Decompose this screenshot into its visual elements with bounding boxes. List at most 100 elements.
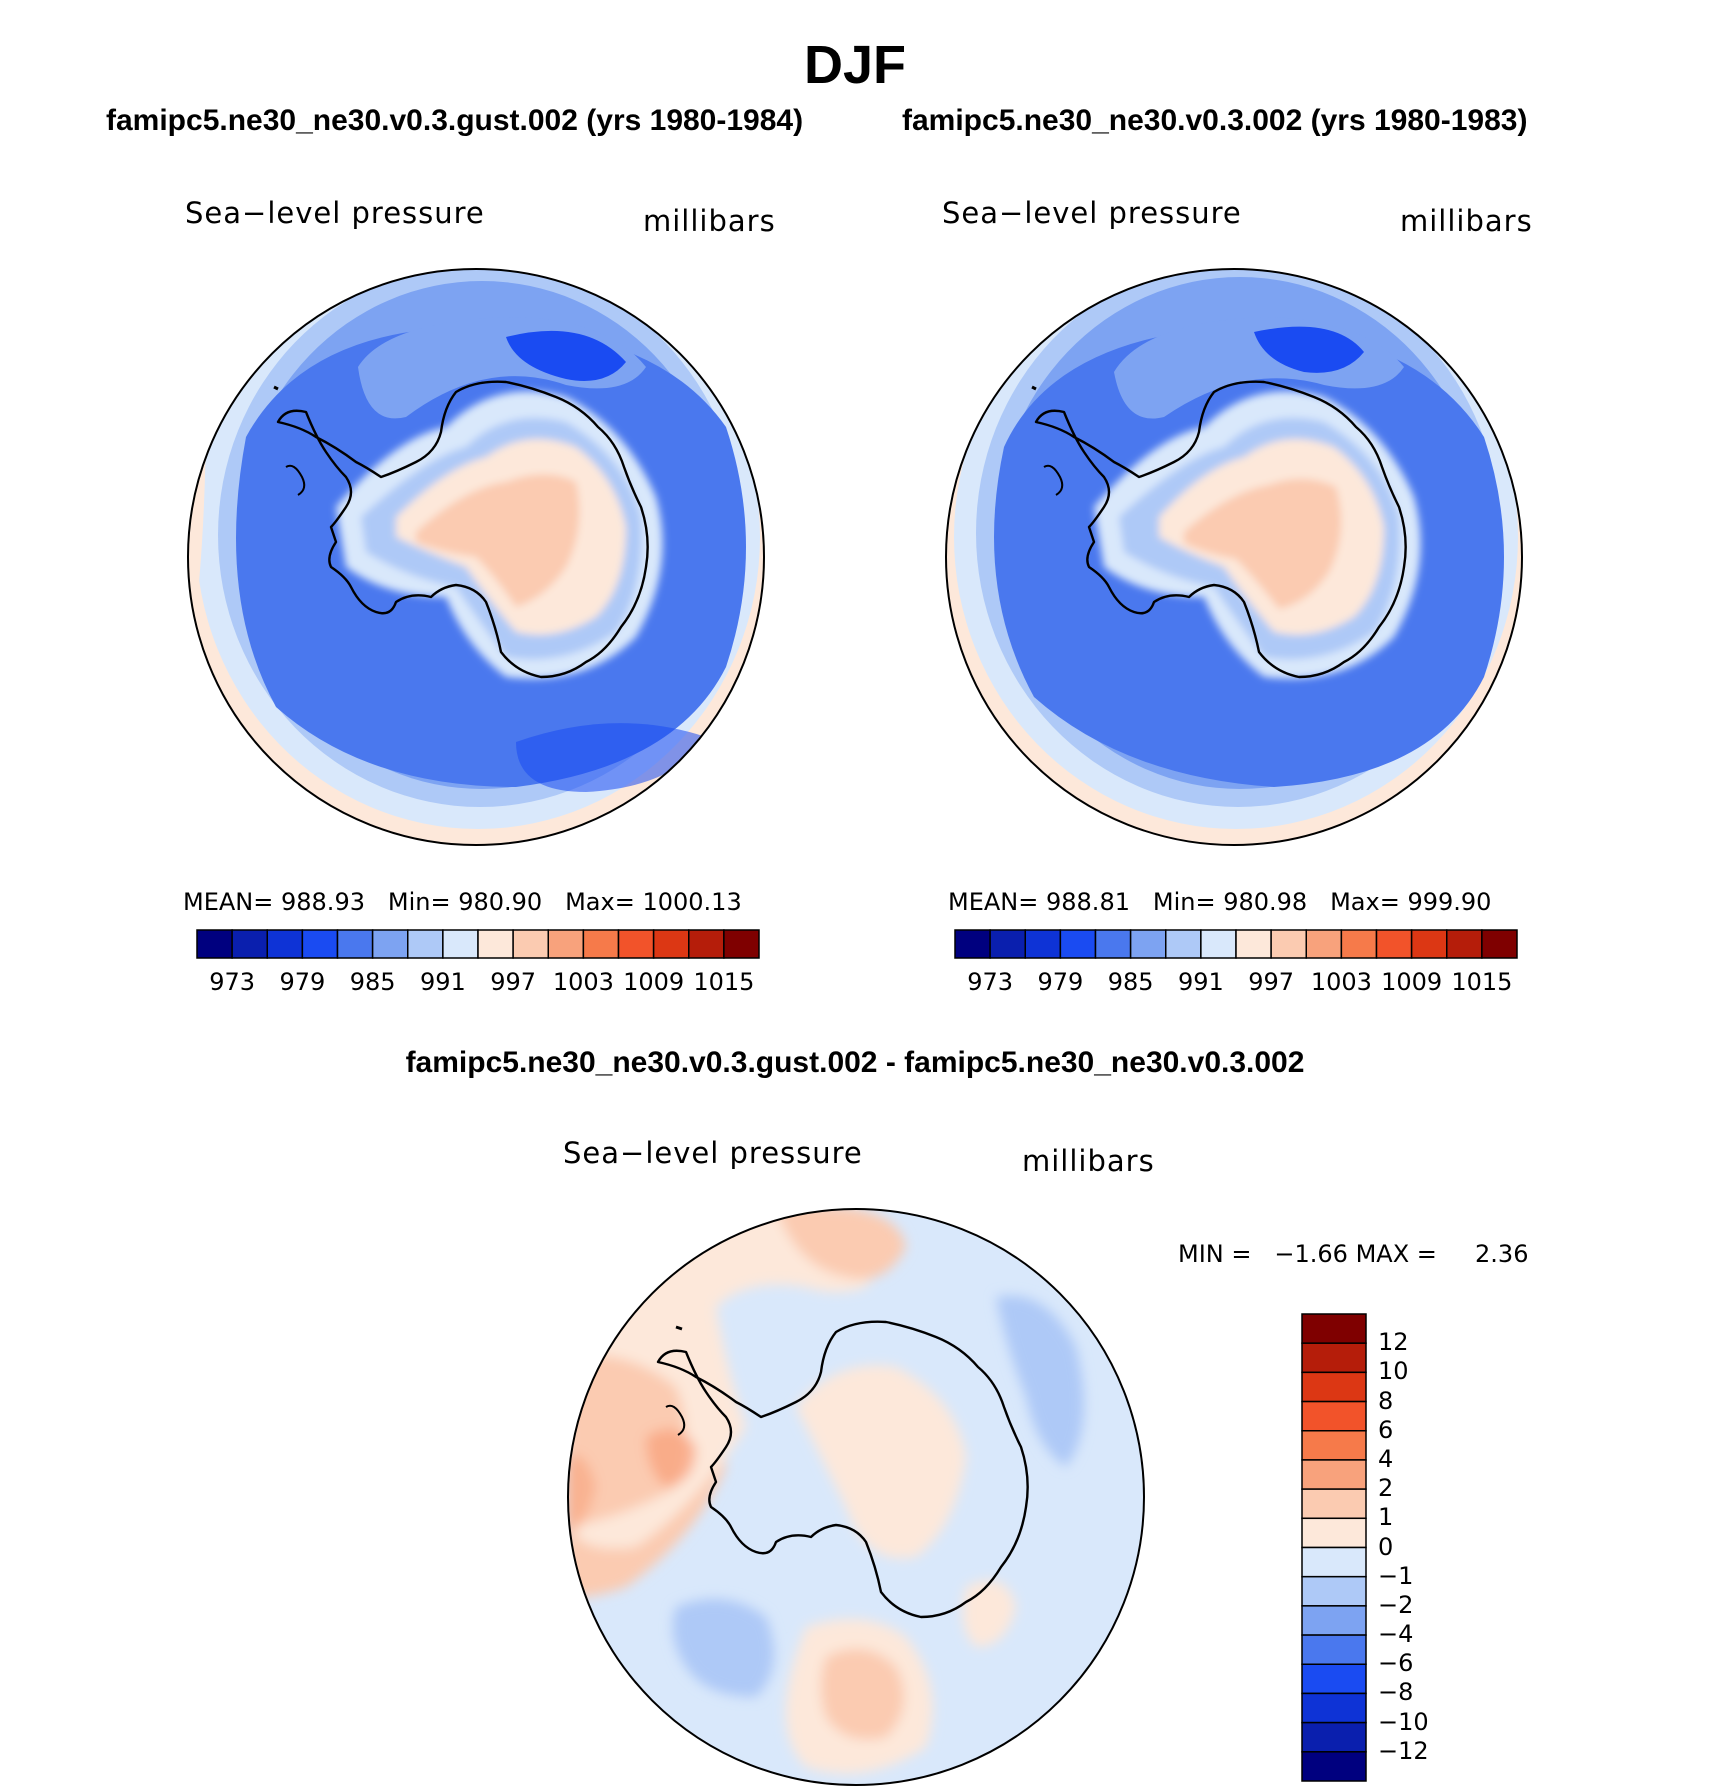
diff-colorbar-box: [1301, 1692, 1367, 1724]
diff-map-border: [567, 1208, 1145, 1786]
left-mean-value: 988.93: [281, 888, 365, 916]
diff-colorbar-tick-label: 12: [1378, 1328, 1409, 1357]
right-colorbar-box: [1235, 929, 1272, 959]
diff-colorbar-tick-label: 4: [1378, 1444, 1394, 1473]
panel-title-right: famipc5.ne30_ne30.v0.3.002 (yrs 1980-198…: [902, 104, 1528, 137]
right-field-plateau-1000: [1184, 478, 1342, 609]
left-mean-label: MEAN=: [183, 888, 274, 916]
diff-colorbar-tick-label: 0: [1378, 1532, 1394, 1561]
diff-colorbar-tick-label: 6: [1378, 1415, 1394, 1444]
right-colorbar-box: [1305, 929, 1343, 959]
diff-colorbar-box: [1301, 1400, 1367, 1432]
left-colorbar-tick-label: 985: [349, 968, 396, 996]
panel-title-difference: famipc5.ne30_ne30.v0.3.gust.002 - famipc…: [405, 1046, 1305, 1079]
diff-field-west-pos2: [568, 1355, 686, 1527]
diff-colorbar-tick-label: −10: [1378, 1707, 1429, 1736]
diff-colorbar-tick-label: 8: [1378, 1386, 1394, 1415]
right-peninsula-detail: [1043, 464, 1064, 496]
left-colorbar-box: [512, 929, 549, 959]
diff-colorbar-box: [1301, 1517, 1367, 1549]
left-stats: MEAN= 988.93 Min= 980.90 Max= 1000.13: [183, 888, 742, 916]
right-colorbar-tick-label: 1003: [1310, 968, 1372, 996]
left-field-low-1: [506, 330, 626, 381]
right-colorbar-box: [1446, 929, 1483, 959]
diff-colorbar-box: [1301, 1313, 1367, 1344]
right-min-label: Min=: [1152, 888, 1216, 916]
diff-variable-label: Sea−level pressure: [563, 1136, 863, 1170]
right-mean-label: MEAN=: [948, 888, 1039, 916]
diff-colorbar-box: [1301, 1371, 1367, 1403]
diff-field-south-positive: [821, 1649, 904, 1740]
left-colorbar-box: [196, 929, 233, 959]
left-min-label: Min=: [387, 888, 451, 916]
left-field-low-2: [516, 723, 706, 792]
left-colorbar-tick-label: 1015: [693, 968, 755, 996]
right-colorbar-box: [1375, 929, 1413, 959]
right-colorbar-box: [1340, 929, 1378, 959]
difference-colorbar: [1301, 1313, 1367, 1782]
diff-colorbar-box: [1301, 1488, 1367, 1520]
left-colorbar-box: [301, 929, 339, 959]
right-stats: MEAN= 988.81 Min= 980.98 Max= 999.90: [948, 888, 1491, 916]
left-colorbar-tick-label: 1009: [623, 968, 685, 996]
right-colorbar-tick-label: 997: [1248, 968, 1295, 996]
left-colorbar-box: [547, 929, 585, 959]
right-colorbar-box: [954, 929, 991, 959]
right-map-border: [945, 268, 1523, 846]
left-colorbar-tick-label: 973: [209, 968, 256, 996]
left-colorbar-tick-label: 979: [279, 968, 326, 996]
left-peninsula-detail: [285, 464, 306, 496]
diff-colorbar-box: [1301, 1575, 1367, 1607]
left-colorbar-box: [266, 929, 304, 959]
left-colorbar-box: [582, 929, 620, 959]
left-colorbar: [196, 929, 760, 959]
diff-colorbar-box: [1301, 1721, 1367, 1753]
right-colorbar-tick-label: 973: [967, 968, 1014, 996]
diff-colorbar-tick-label: −6: [1378, 1649, 1414, 1678]
left-map-border: [187, 268, 765, 846]
diff-colorbar-tick-label: −4: [1378, 1620, 1414, 1649]
right-colorbar-box: [1200, 929, 1237, 959]
right-max-value: 999.90: [1407, 888, 1492, 916]
diff-max-value: 2.36: [1475, 1240, 1529, 1268]
right-min-value: 980.98: [1223, 888, 1308, 916]
diff-colorbar-box: [1301, 1605, 1367, 1636]
left-units-label: millibars: [643, 204, 776, 238]
diff-field-peninsula-max: [646, 1429, 696, 1487]
diff-colorbar-tick-label: −8: [1378, 1678, 1414, 1707]
difference-map: [567, 1208, 1145, 1786]
diff-colorbar-tick-label: 2: [1378, 1474, 1394, 1503]
left-colorbar-box: [407, 929, 444, 959]
right-colorbar-box: [1129, 929, 1167, 959]
left-colorbar-box: [652, 929, 690, 959]
left-colorbar-tick-label: 997: [490, 968, 537, 996]
diff-colorbar-box: [1301, 1342, 1367, 1374]
right-colorbar-box: [1165, 929, 1202, 959]
diff-min-label: MIN =: [1178, 1240, 1252, 1268]
diff-colorbar-tick-label: −12: [1378, 1736, 1429, 1765]
diff-field-north-positive: [776, 1209, 906, 1279]
left-colorbar-box: [723, 929, 760, 959]
diff-units-label: millibars: [1022, 1144, 1155, 1178]
diff-colorbar-tick-label: 1: [1378, 1503, 1394, 1532]
left-map: [187, 268, 765, 846]
right-colorbar: [954, 929, 1518, 959]
diff-colorbar-box: [1301, 1663, 1367, 1695]
left-colorbar-tick-label: 991: [419, 968, 466, 996]
left-island: [273, 385, 279, 391]
left-colorbar-box: [336, 929, 374, 959]
diff-stats: MIN = −1.66 MAX = 2.36: [1178, 1240, 1528, 1268]
diff-colorbar-box: [1301, 1634, 1367, 1665]
right-map: [945, 268, 1523, 846]
right-antarctica-coastline: [1034, 380, 1407, 679]
diff-antarctica-coastline: [656, 1320, 1029, 1619]
page-title: DJF: [803, 35, 906, 95]
left-colorbar-box: [617, 929, 655, 959]
left-colorbar-box: [231, 929, 268, 959]
right-colorbar-box: [1059, 929, 1097, 959]
right-colorbar-box: [1410, 929, 1448, 959]
right-colorbar-tick-label: 1009: [1381, 968, 1443, 996]
left-colorbar-tick-label: 1003: [552, 968, 614, 996]
diff-peninsula-detail: [665, 1404, 686, 1436]
left-colorbar-box: [688, 929, 725, 959]
